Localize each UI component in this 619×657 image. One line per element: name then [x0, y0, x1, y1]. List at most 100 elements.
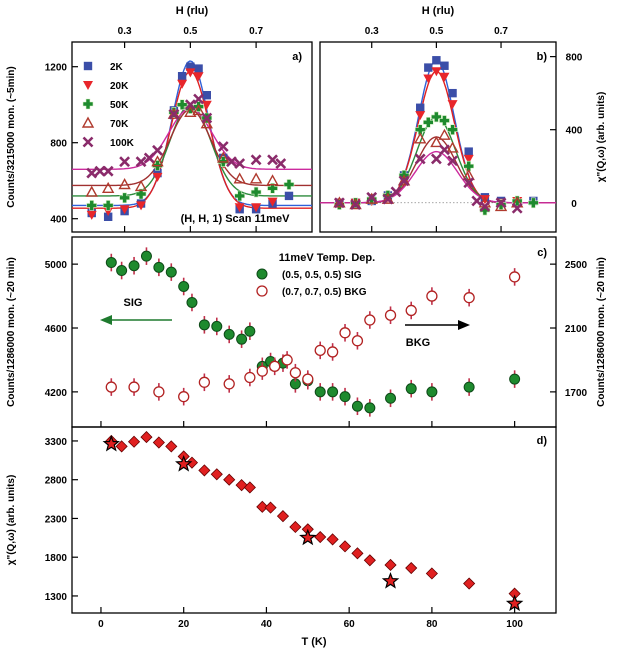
panel-a-top-tick-label: 0.3 [118, 26, 132, 37]
panel-a-point-2K [202, 91, 211, 100]
panel-a-point-100K [143, 152, 155, 164]
panel-a-frame [71, 41, 313, 233]
panel-b-point-2K [448, 88, 457, 98]
legend-marker-bkg [256, 285, 268, 297]
panel-a-point-20K [136, 201, 147, 211]
panel-a-point-50K [283, 179, 295, 190]
panel-a-point-50K [234, 190, 245, 202]
panel-a-point-20K [86, 210, 97, 220]
panel-b-point-100K [414, 153, 426, 165]
panel-d-point-diamonds [127, 435, 141, 448]
panel-a-point-20K [152, 172, 163, 182]
panel-c-point-bkg [314, 344, 326, 357]
panel-a-fit-70K [72, 108, 312, 187]
panel-a-point-2K [177, 72, 187, 81]
panel-a-point-50K [135, 188, 147, 200]
panel-b-point-70K [381, 192, 395, 204]
panel-c-point-sig [364, 402, 376, 414]
panel-a-point-70K [167, 107, 181, 119]
panel-a-point-20K [234, 203, 245, 213]
panel-b-fit-2K [320, 59, 556, 204]
panel-c-point-sig [314, 386, 326, 398]
panel-b-point-50K [447, 124, 458, 135]
panel-c-y-tick-label: 4200 [45, 388, 68, 399]
panel-c-point-bkg [302, 373, 314, 385]
panel-d-point-diamonds [351, 547, 364, 560]
panel-c-point-sig [116, 265, 128, 277]
panel-d-point-diamonds [115, 440, 128, 453]
panel-a-point-70K [85, 185, 98, 197]
panel-a-point-100K [86, 167, 98, 179]
panel-b-point-2K [440, 61, 449, 70]
panel-d-x-tick-label: 80 [426, 619, 438, 630]
panel-b-point-70K [438, 128, 451, 140]
panel-a-point-100K [275, 158, 287, 170]
panel-b-point-2K [432, 56, 441, 65]
panel-c-point-sig [244, 325, 256, 337]
panel-d-frame [71, 426, 557, 614]
legend-label-20K: 20K [110, 81, 129, 92]
panel-c-point-sig [211, 320, 223, 332]
panel-c-point-bkg [128, 381, 140, 393]
panel-a-point-70K [233, 172, 246, 184]
panel-d-point-diamonds [185, 456, 199, 469]
panel-c-point-bkg [244, 371, 256, 384]
panel-b-point-2K [464, 147, 473, 156]
panel-b-point-100K [471, 195, 483, 207]
panel-d-point-stars [381, 572, 400, 589]
panel-d-x-tick-label: 20 [178, 619, 190, 630]
panel-c-point-bkg [223, 378, 235, 390]
panel-c-point-bkg [339, 327, 351, 339]
panel-b-label: b) [537, 51, 548, 63]
panel-c-y2-tick-label: 2100 [565, 324, 588, 335]
panel-a-point-2K [194, 64, 203, 73]
panel-a-point-20K [177, 79, 188, 89]
panel-c-y2label: Counts/1286000 mon. (~20 min) [596, 257, 607, 407]
panel-c-point-sig [198, 319, 210, 331]
panel-a-point-20K [201, 100, 212, 110]
panel-b-point-50K [439, 115, 450, 126]
panel-a-top-axis-label: H (rlu) [176, 5, 209, 17]
panel-b-point-70K [462, 168, 475, 181]
panel-a-point-100K [135, 156, 147, 168]
panel-b-point-70K [349, 198, 362, 210]
panel-b-point-100K [439, 144, 450, 156]
panel-c-y-tick-label: 4600 [45, 324, 68, 335]
panel-b-y-tick-label: 800 [566, 53, 583, 64]
panel-a-point-70K [151, 155, 164, 167]
panel-a-y-tick-label: 800 [50, 139, 67, 150]
panel-a-point-70K [101, 181, 115, 194]
panel-d-point-diamonds [198, 464, 211, 477]
panel-b-point-70K [397, 174, 411, 186]
panel-d-point-stars [299, 528, 317, 546]
panel-d-point-diamonds [363, 554, 376, 567]
panel-d-x-tick-label: 0 [98, 619, 104, 630]
legend-label-50K: 50K [110, 100, 129, 111]
panel-a-point-100K [119, 156, 131, 168]
panel-c-point-bkg [364, 314, 376, 326]
panel-b-top-axis-label: H (rlu) [422, 5, 455, 17]
panel-a-point-2K [284, 191, 294, 201]
panel-c-point-sig [463, 381, 475, 393]
panel-a-point-50K [119, 192, 130, 204]
panel-c-y2-tick-label: 1700 [565, 388, 588, 399]
panel-b-point-100K [366, 191, 378, 203]
panel-b-point-2K [416, 103, 425, 112]
panel-a-point-100K [193, 93, 204, 105]
panel-c-point-sig [236, 333, 248, 345]
panel-d-point-diamonds [289, 520, 302, 534]
panel-a-point-2K [186, 62, 195, 71]
panel-d-point-diamonds [276, 510, 290, 523]
legend-label-70K: 70K [110, 119, 129, 130]
panel-c-point-sig [128, 260, 140, 272]
panel-b-point-70K [333, 196, 346, 208]
panel-a-point-100K [168, 108, 180, 120]
panel-b-point-70K [446, 141, 459, 153]
panel-c-point-bkg [178, 391, 190, 403]
panel-b-point-100K [479, 201, 491, 212]
panel-d-point-diamonds [463, 577, 476, 590]
panel-c-point-bkg [269, 360, 281, 372]
panel-a-point-20K [185, 68, 196, 78]
panel-b-point-50K [414, 124, 426, 135]
panel-a-point-70K [200, 117, 213, 129]
